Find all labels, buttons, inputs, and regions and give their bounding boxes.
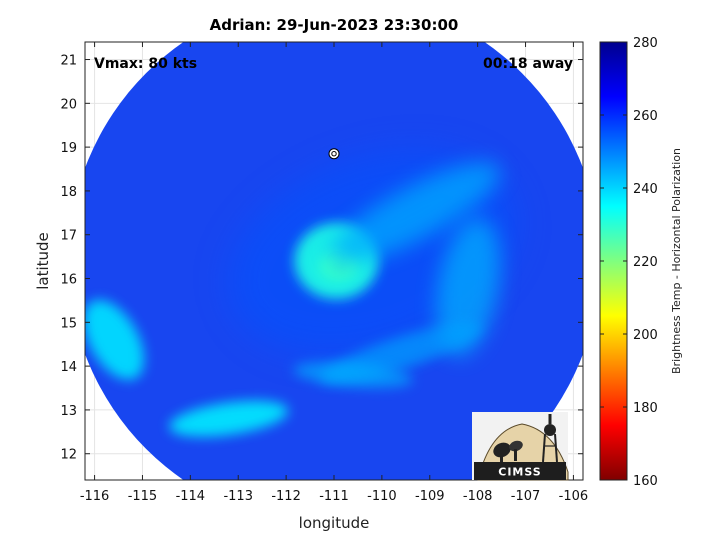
colorbar-tick-label: 180 [633, 401, 658, 416]
storm-marker-outer [328, 148, 340, 160]
y-tick-label: 17 [60, 229, 77, 244]
y-tick-label: 14 [60, 360, 77, 375]
swath-image [85, 42, 583, 480]
x-axis: -116 -115 -114 -113 -112 -111 -110 -109 -108 -107… [80, 42, 588, 504]
x-tick-label: -106 [559, 489, 589, 504]
y-tick-label: 18 [60, 185, 77, 200]
feature-band-south [293, 361, 413, 388]
colorbar-tick-label: 200 [633, 328, 658, 343]
y-tick-label: 12 [60, 448, 77, 463]
storm-marker-inner [331, 150, 337, 157]
feature-band-east [436, 218, 501, 357]
x-tick-label: -109 [415, 489, 445, 504]
colorbar [599, 41, 628, 481]
colorbar-tick-label: 240 [633, 182, 658, 197]
time-away-annotation: 00:18 away [483, 56, 573, 72]
y-tick-label: 16 [60, 273, 77, 288]
x-tick-label: -110 [367, 489, 397, 504]
y-axis-label: latitude [34, 232, 52, 290]
feature-clouds-southwest [169, 400, 289, 437]
colorbar-label: Brightness Temp - Horizontal Polarizatio… [670, 148, 683, 374]
colorbar-tick-label: 220 [633, 255, 658, 270]
colorbar-tick-label: 280 [633, 36, 658, 51]
x-tick-label: -116 [80, 489, 110, 504]
y-tick-label: 19 [60, 141, 77, 156]
x-tick-label: -108 [463, 489, 493, 504]
x-tick-label: -113 [223, 489, 253, 504]
logo-band [474, 462, 566, 480]
colorbar-tick-label: 260 [633, 109, 658, 124]
water-tower-icon [542, 414, 558, 463]
chart-title: Adrian: 29-Jun-2023 23:30:00 [210, 16, 459, 34]
y-tick-label: 21 [60, 54, 77, 69]
y-tick-label: 13 [60, 404, 77, 419]
x-tick-label: -114 [176, 489, 206, 504]
y-tick-label: 20 [60, 97, 77, 112]
cimss-logo: CIMSS [472, 412, 569, 481]
colorbar-tick-label: 160 [633, 474, 658, 489]
feature-clouds-west [85, 299, 144, 380]
x-tick-label: -115 [128, 489, 158, 504]
x-tick-label: -107 [511, 489, 541, 504]
dish-icon [493, 440, 523, 462]
vmax-annotation: Vmax: 80 kts [94, 56, 197, 72]
y-axis: 12 13 14 15 16 17 18 19 20 21 [60, 54, 583, 463]
x-axis-label: longitude [299, 514, 370, 532]
storm-marker [328, 148, 340, 160]
logo-text: CIMSS [498, 466, 541, 479]
colorbar-ticks: 160 180 200 220 240 260 280 [600, 36, 658, 489]
y-tick-label: 15 [60, 316, 77, 331]
x-tick-label: -111 [319, 489, 349, 504]
feature-band-northeast [330, 162, 501, 263]
x-tick-label: -112 [271, 489, 301, 504]
